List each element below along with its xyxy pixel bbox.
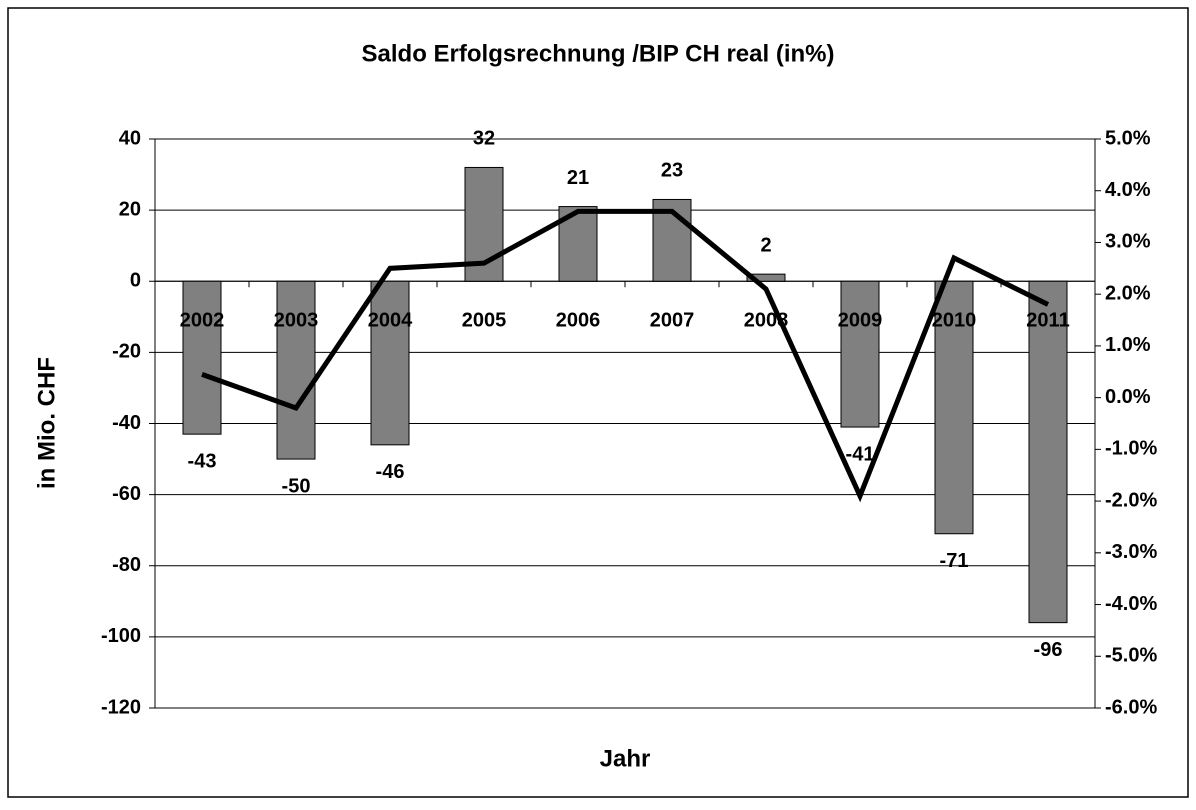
x-tick-label: 2005 [462,310,507,332]
y-tick-label: -100 [101,625,141,647]
data-label: -46 [376,461,405,483]
y2-tick-label: -5.0% [1105,645,1157,667]
y-tick-label: 0 [130,270,141,292]
y2-tick-label: 1.0% [1105,334,1151,356]
y-tick-label: 40 [119,127,141,149]
x-tick-label: 2007 [650,310,695,332]
y-tick-label: 20 [119,198,141,220]
y-tick-label: -60 [112,483,141,505]
y2-tick-label: 0.0% [1105,386,1151,408]
bar [182,280,222,435]
x-axis-label: Jahr [600,745,651,772]
bar [1028,280,1068,624]
x-tick-label: 2003 [274,310,319,332]
data-label: 23 [661,160,683,182]
data-label: -43 [188,450,217,472]
bar [746,273,786,282]
x-tick-label: 2009 [838,310,883,332]
y2-tick-label: -4.0% [1105,593,1157,615]
bar [840,280,880,428]
y2-tick-label: 5.0% [1105,127,1151,149]
x-tick-label: 2006 [556,310,601,332]
x-tick-label: 2010 [932,310,977,332]
y2-tick-label: -2.0% [1105,489,1157,511]
y-tick-label: -40 [112,412,141,434]
data-label: 32 [473,128,495,150]
data-label: -41 [846,443,875,465]
bar [276,280,316,460]
y-tick-label: -80 [112,554,141,576]
data-label: -96 [1034,639,1063,661]
y2-tick-label: 4.0% [1105,179,1151,201]
y-tick-label: -120 [101,696,141,718]
y2-tick-label: -1.0% [1105,438,1157,460]
x-tick-label: 2004 [368,310,413,332]
line-series [201,208,1050,503]
y2-tick-label: 2.0% [1105,282,1151,304]
x-tick-label: 2008 [744,310,789,332]
x-tick-label: 2011 [1026,310,1069,332]
y-axis-label: in Mio. CHF [33,357,60,489]
data-label: 2 [760,234,771,256]
y2-tick-label: -6.0% [1105,696,1157,718]
y2-tick-label: 3.0% [1105,231,1151,253]
data-label: 21 [567,167,589,189]
data-label: -71 [940,550,969,572]
data-label: -50 [282,475,311,497]
x-tick-label: 2002 [180,310,225,332]
bar [934,280,974,535]
y2-tick-label: -3.0% [1105,541,1157,563]
bar [370,280,410,446]
chart-title: Saldo Erfolgsrechnung /BIP CH real (in%) [362,40,835,67]
y-tick-label: -20 [112,341,141,363]
